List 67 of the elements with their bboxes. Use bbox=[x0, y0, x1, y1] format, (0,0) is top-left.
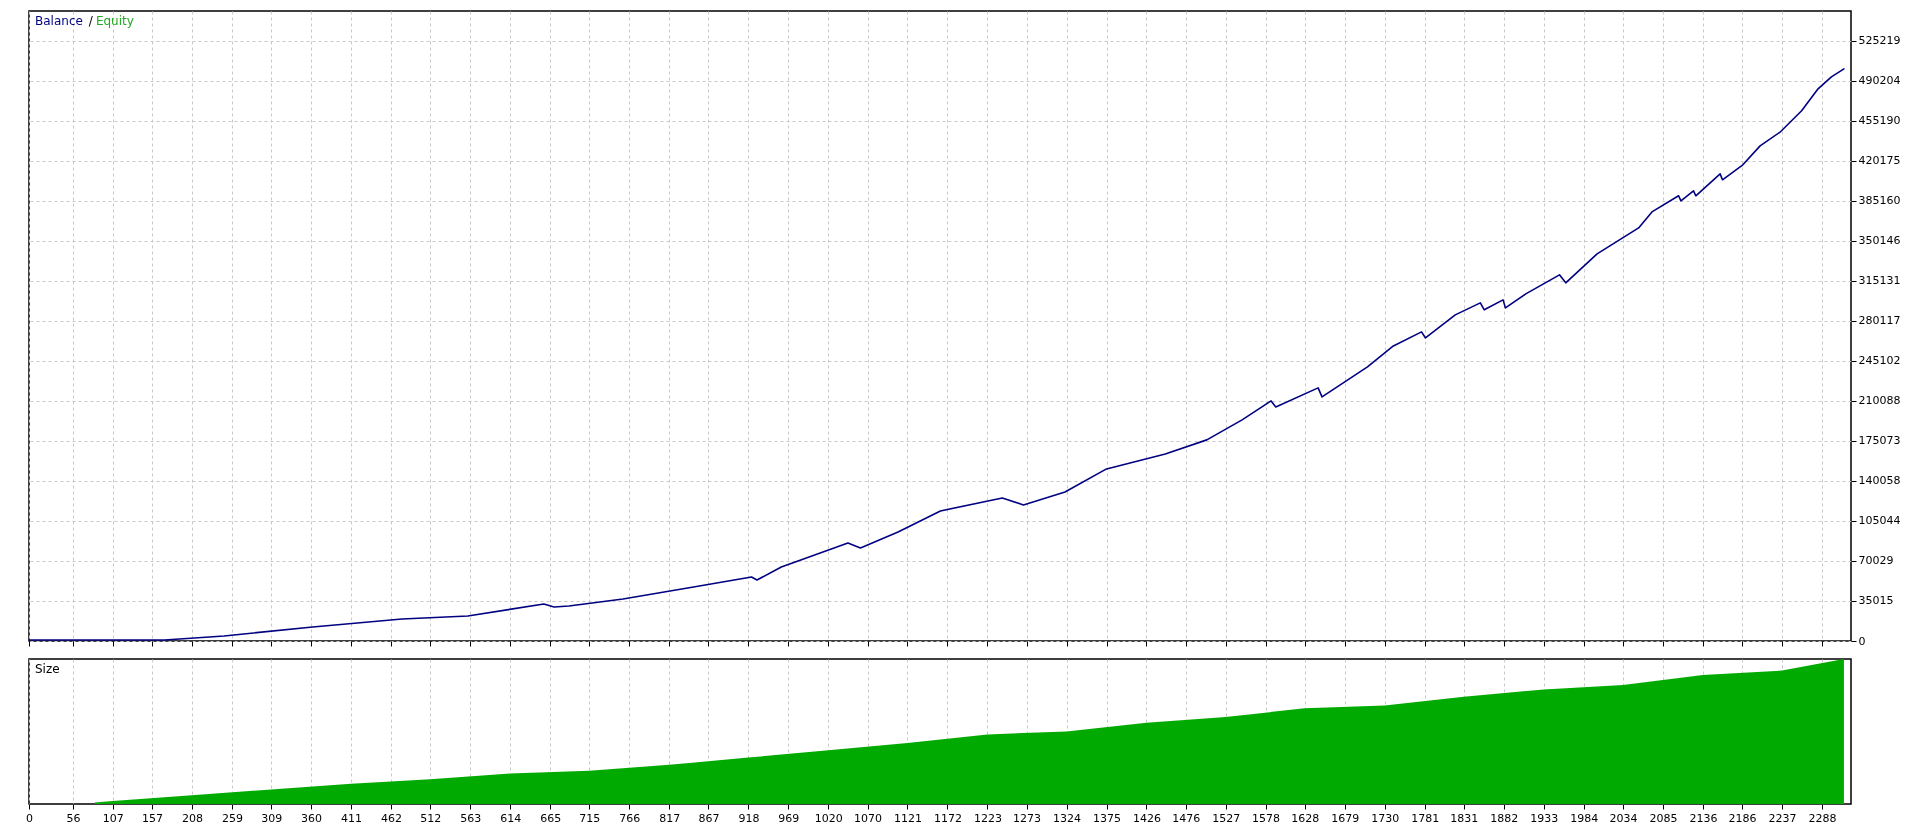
x-tick-label: 867 bbox=[698, 811, 720, 825]
legend-label: Equity bbox=[95, 14, 134, 28]
x-tick-label: 2237 bbox=[1768, 811, 1797, 825]
x-tick-label: 1070 bbox=[854, 811, 883, 825]
y-tick-label: 315131 bbox=[1858, 274, 1901, 288]
x-tick-label: 1933 bbox=[1530, 811, 1559, 825]
x-tick-label: 411 bbox=[341, 811, 363, 825]
x-tick-label: 2085 bbox=[1649, 811, 1678, 825]
y-tick-label: 420175 bbox=[1858, 154, 1901, 168]
y-tick-label: 210088 bbox=[1858, 394, 1901, 408]
x-tick-label: 0 bbox=[26, 811, 33, 825]
y-tick-label: 175073 bbox=[1858, 434, 1901, 448]
x-tick-label: 462 bbox=[381, 811, 403, 825]
y-tick-label: 245102 bbox=[1858, 354, 1901, 368]
x-tick-label: 1578 bbox=[1252, 811, 1281, 825]
y-tick-label: 455190 bbox=[1858, 114, 1901, 128]
x-tick-label: 1628 bbox=[1291, 811, 1320, 825]
x-tick-label: 1984 bbox=[1570, 811, 1599, 825]
x-tick-label: 563 bbox=[460, 811, 482, 825]
y-tick-label: 105044 bbox=[1858, 514, 1901, 528]
y-tick-label: 525219 bbox=[1858, 34, 1901, 48]
x-tick-label: 1324 bbox=[1053, 811, 1082, 825]
x-tick-label: 1882 bbox=[1490, 811, 1519, 825]
line-series bbox=[29, 68, 1845, 641]
y-tick-label: 280117 bbox=[1858, 314, 1901, 328]
x-tick-label: 1273 bbox=[1013, 811, 1042, 825]
x-tick-label: 969 bbox=[778, 811, 800, 825]
x-tick-label: 1020 bbox=[814, 811, 843, 825]
x-tick-label: 2136 bbox=[1689, 811, 1718, 825]
x-tick-label: 56 bbox=[66, 811, 81, 825]
chart-title: Size bbox=[35, 662, 60, 676]
y-tick-label: 70029 bbox=[1858, 554, 1894, 568]
y-tick-label: 35015 bbox=[1858, 594, 1894, 608]
x-tick-label: 1476 bbox=[1172, 811, 1201, 825]
x-tick-label: 1730 bbox=[1371, 811, 1400, 825]
x-tick-label: 259 bbox=[221, 811, 243, 825]
y-tick-label: 490204 bbox=[1858, 74, 1901, 88]
y-tick-label: 385160 bbox=[1858, 194, 1901, 208]
text: Balance bbox=[35, 14, 83, 28]
y-tick-label: 140058 bbox=[1858, 474, 1901, 488]
x-tick-label: 766 bbox=[619, 811, 641, 825]
x-tick-label: 715 bbox=[579, 811, 601, 825]
x-tick-label: 157 bbox=[142, 811, 164, 825]
x-tick-label: 1121 bbox=[893, 811, 922, 825]
y-tick-label: 0 bbox=[1858, 634, 1866, 648]
x-tick-label: 512 bbox=[420, 811, 442, 825]
x-tick-label: 1781 bbox=[1411, 811, 1440, 825]
x-tick-label: 1426 bbox=[1132, 811, 1161, 825]
x-tick-label: 1679 bbox=[1331, 811, 1360, 825]
x-tick-label: 2288 bbox=[1808, 811, 1837, 825]
x-tick-label: 360 bbox=[301, 811, 323, 825]
x-tick-label: 665 bbox=[540, 811, 562, 825]
x-tick-label: 2034 bbox=[1609, 811, 1638, 825]
x-tick-label: 1172 bbox=[933, 811, 962, 825]
x-tick-label: 614 bbox=[500, 811, 522, 825]
y-tick-label: 350146 bbox=[1858, 234, 1901, 248]
annotation: / bbox=[88, 14, 94, 28]
x-tick-label: 1527 bbox=[1212, 811, 1241, 825]
x-tick-label: 1223 bbox=[973, 811, 1002, 825]
x-tick-label: 107 bbox=[102, 811, 124, 825]
x-tick-label: 2186 bbox=[1728, 811, 1757, 825]
x-tick-label: 1375 bbox=[1093, 811, 1122, 825]
x-tick-label: 918 bbox=[738, 811, 760, 825]
x-tick-label: 309 bbox=[261, 811, 283, 825]
x-tick-label: 1831 bbox=[1450, 811, 1479, 825]
x-tick-label: 817 bbox=[659, 811, 681, 825]
x-tick-label: 208 bbox=[182, 811, 203, 825]
